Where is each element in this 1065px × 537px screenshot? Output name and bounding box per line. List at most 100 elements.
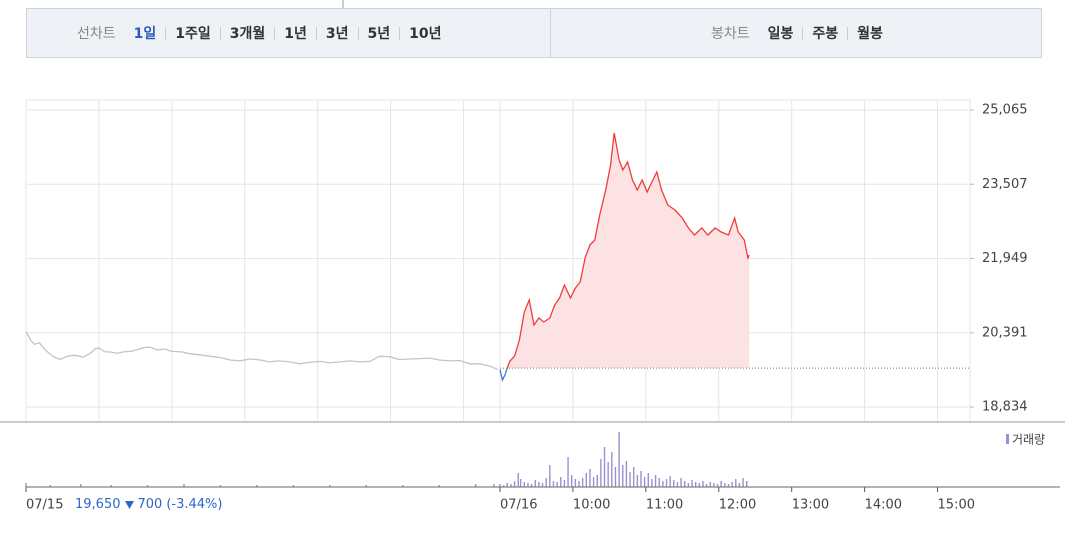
separator [399,26,401,40]
volume-bar [545,478,547,487]
x-tick-label: 10:00 [573,498,610,513]
volume-bar [720,481,722,487]
volume-bar [519,479,522,487]
tab[interactable]: 5년 [367,26,391,42]
tab[interactable]: 주봉 [812,26,839,42]
volume-bar [589,469,591,487]
volume-bar [746,481,748,487]
volume-bar [365,485,368,487]
volume-bar [523,482,526,487]
separator [165,26,167,40]
volume-bar [647,473,649,487]
volume-bar [680,478,682,487]
volume-bar [530,484,533,487]
volume-bar [79,484,82,487]
volume-bar [219,485,222,487]
x-tick-label: 07/15 [26,498,63,513]
volume-bar [684,481,686,487]
volume-bar [541,483,544,487]
volume-bar [654,475,657,487]
volume-bar [724,483,726,487]
separator [315,26,317,40]
volume-bar [658,478,660,487]
x-tick-label: 12:00 [719,498,756,513]
volume-bar [563,480,566,487]
tab[interactable]: 월봉 [857,26,883,42]
volume-bar [611,452,613,487]
volume-bar [146,485,149,487]
volume-bar [716,484,719,487]
tab-group-label: 선차트 [77,26,116,42]
volume-bar [629,472,631,487]
tab[interactable]: 3년 [325,26,349,42]
volume-bar [618,432,620,487]
volume-bar [438,485,440,487]
volume-bar [662,481,664,487]
volume-bar [738,483,741,487]
tab[interactable]: 1년 [284,26,307,42]
rate: (-3.44%) [166,497,223,512]
change: 700 [137,497,163,512]
x-tick-label: 13:00 [792,498,829,513]
volume-bar [607,462,609,487]
volume-bar [713,483,715,487]
volume-bar [256,485,258,487]
volume-bar [567,457,569,487]
separator [357,26,359,40]
volume-bar [502,485,505,487]
volume-bar [694,482,697,487]
y-tick-label: 18,834 [982,399,1028,414]
volume-bar [705,484,708,487]
volume-bar [578,481,580,487]
volume-bar [687,483,690,487]
tab[interactable]: 10년 [409,26,442,42]
volume-bar [735,479,737,487]
separator [219,26,221,40]
volume-bar [499,484,501,487]
separator [802,26,804,40]
volume-bar [698,483,701,487]
volume-bar [592,477,595,487]
volume-bar [506,483,508,487]
volume-bar [640,471,642,487]
volume-bar [585,473,587,487]
tab[interactable]: 일봉 [767,26,794,42]
down-icon [124,500,134,509]
price: 19,650 [75,497,121,512]
chart-tabs: 선차트 1일 1주일 3개월 1년 3년 5년 10년 봉차트 일봉 주봉 월봉 [26,8,1042,58]
volume-bar [556,482,558,487]
volume-bar [493,484,495,487]
tab[interactable]: 1일 [133,26,157,42]
volume-bar [676,482,679,487]
volume-bar [402,485,404,487]
volume-bar [517,473,519,487]
volume-bar [702,481,704,487]
plot-frame [25,99,971,423]
volume-bar [49,485,52,487]
volume-bar [25,483,27,487]
x-tick-label: 07/16 [500,498,537,513]
tab[interactable]: 3개월 [229,26,266,42]
volume-bar [560,477,562,487]
legend-label: 거래량 [1012,433,1045,447]
volume-bar [596,475,598,487]
volume-bar [632,467,635,487]
x-tick-label: 14:00 [865,498,902,513]
volume-bar [742,478,744,487]
volume-bar [549,465,551,487]
volume-bar [669,476,671,487]
tab[interactable]: 1주일 [175,26,211,42]
x-tick-label: 15:00 [938,498,975,513]
volume-bar [571,475,573,487]
volume-bar [110,485,112,487]
area [500,133,750,369]
volume-bar [643,477,646,487]
volume-bar [603,447,606,487]
volume-bar [636,475,639,487]
separator [274,26,276,40]
y-tick-label: 23,507 [982,177,1028,192]
volume-bar [513,481,516,487]
volume-bar [651,479,653,487]
price-line [25,331,498,371]
volume-bar [183,484,185,487]
